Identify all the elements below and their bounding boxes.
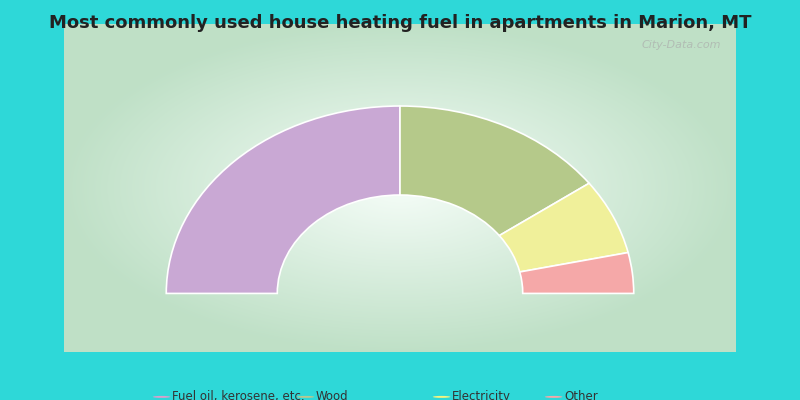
Ellipse shape — [153, 396, 170, 398]
Ellipse shape — [297, 396, 314, 398]
Text: Fuel oil, kerosene, etc.: Fuel oil, kerosene, etc. — [172, 390, 305, 400]
Wedge shape — [166, 106, 400, 294]
Wedge shape — [400, 106, 589, 236]
Text: Other: Other — [564, 390, 598, 400]
Text: City-Data.com: City-Data.com — [642, 40, 722, 50]
Wedge shape — [520, 252, 634, 294]
Ellipse shape — [433, 396, 450, 398]
Text: Most commonly used house heating fuel in apartments in Marion, MT: Most commonly used house heating fuel in… — [49, 14, 751, 32]
Text: Wood: Wood — [316, 390, 349, 400]
Ellipse shape — [545, 396, 562, 398]
Text: Electricity: Electricity — [452, 390, 511, 400]
Wedge shape — [499, 183, 628, 272]
